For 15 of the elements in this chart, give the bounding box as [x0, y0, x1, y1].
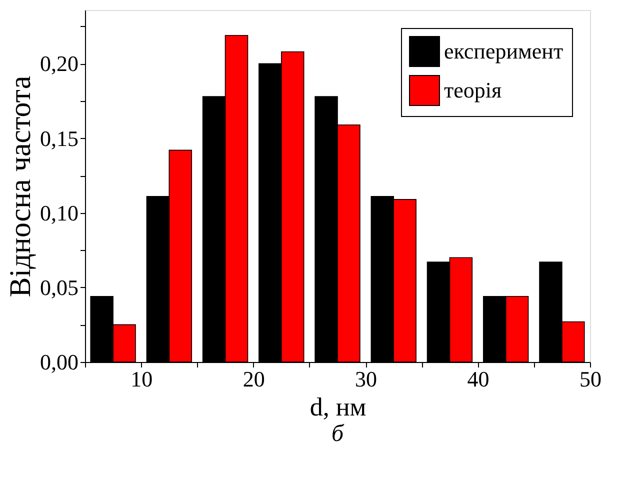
y-tick-label: 0,15 — [40, 126, 78, 151]
legend-label: експеримент — [444, 38, 564, 64]
x-tick-label: 30 — [355, 366, 378, 392]
y-tick-label: 0,20 — [40, 51, 78, 76]
x-tick-label: 40 — [467, 366, 490, 392]
y-tick-label: 0,05 — [40, 274, 78, 300]
x-tick-label: 10 — [130, 366, 153, 392]
x-axis-title: d, нм — [310, 392, 366, 422]
y-axis-title: Відносна частота — [4, 76, 37, 298]
x-tick-label: 50 — [580, 366, 602, 392]
x-tick-label: 20 — [242, 366, 265, 392]
text: б — [331, 421, 344, 447]
legend-label: теорія — [444, 78, 502, 102]
y-tick-label: 0,10 — [40, 200, 78, 226]
y-tick-label: 0,00 — [40, 350, 78, 374]
